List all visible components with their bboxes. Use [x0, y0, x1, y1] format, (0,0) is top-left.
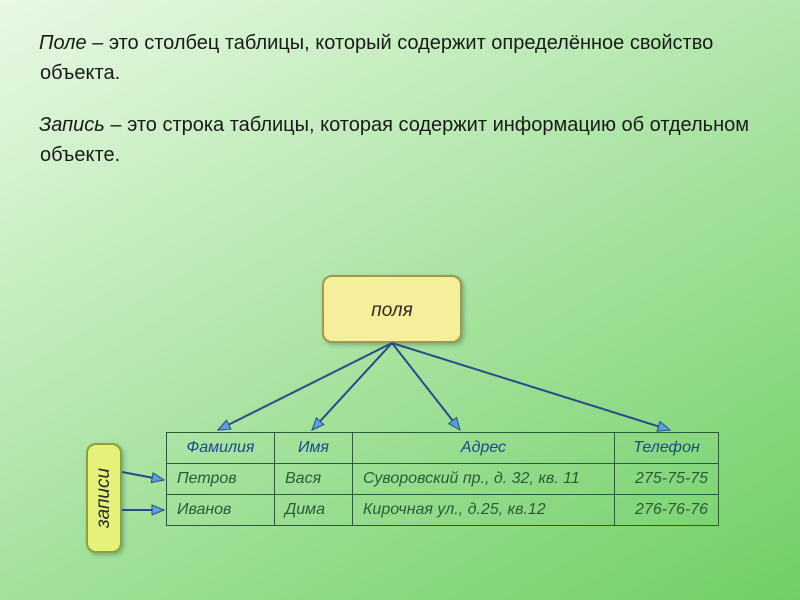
table-cell: 275-75-75 [615, 464, 719, 495]
table-header-row: ФамилияИмяАдресТелефон [167, 433, 719, 464]
definition-field: Поле – это столбец таблицы, который соде… [40, 28, 760, 88]
table-header-cell: Фамилия [167, 433, 275, 464]
label-records-text: записи [93, 468, 115, 528]
label-fields-text: поля [371, 300, 412, 321]
table-cell: Вася [275, 464, 353, 495]
term-field: Поле [39, 32, 87, 54]
table-header-cell: Имя [275, 433, 353, 464]
label-records: записи [86, 443, 122, 553]
table-body: ПетровВасяСуворовский пр., д. 32, кв. 11… [167, 464, 719, 526]
table-cell: Петров [167, 464, 275, 495]
table-head: ФамилияИмяАдресТелефон [167, 433, 719, 464]
table-row: ИвановДимаКирочная ул., д.25, кв.12276-7… [167, 495, 719, 526]
data-table: ФамилияИмяАдресТелефон ПетровВасяСуворов… [166, 432, 719, 526]
definition-record-rest: – это строка таблицы, которая содержит и… [40, 114, 749, 166]
table-cell: 276-76-76 [615, 495, 719, 526]
table-cell: Дима [275, 495, 353, 526]
definition-field-rest: – это столбец таблицы, который содержит … [40, 32, 713, 84]
table-cell: Суворовский пр., д. 32, кв. 11 [353, 464, 615, 495]
table-header-cell: Телефон [615, 433, 719, 464]
label-fields: поля [322, 275, 462, 343]
slide: Поле – это столбец таблицы, который соде… [0, 0, 800, 600]
table-cell: Кирочная ул., д.25, кв.12 [353, 495, 615, 526]
table-row: ПетровВасяСуворовский пр., д. 32, кв. 11… [167, 464, 719, 495]
table-header-cell: Адрес [353, 433, 615, 464]
table-cell: Иванов [167, 495, 275, 526]
term-record: Запись [39, 114, 105, 136]
definition-record: Запись – это строка таблицы, которая сод… [40, 110, 760, 170]
